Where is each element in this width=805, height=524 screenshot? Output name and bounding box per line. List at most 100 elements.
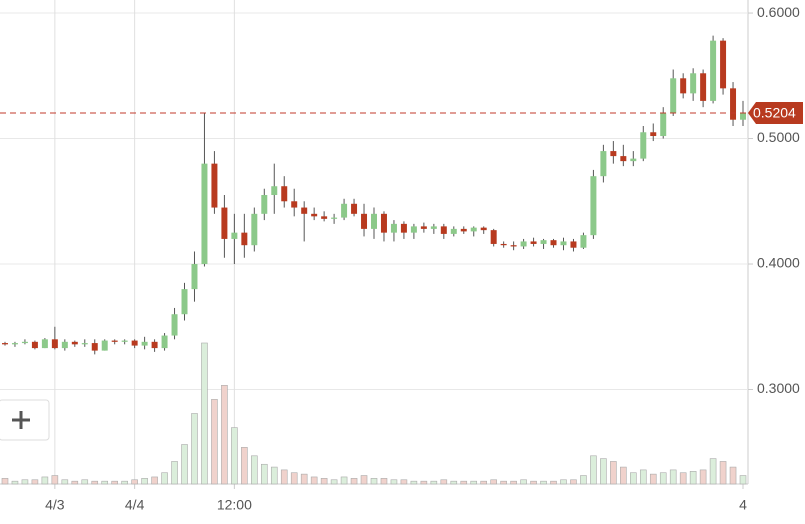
candle-body [271, 186, 278, 196]
candles [1, 35, 747, 355]
candle-body [710, 40, 717, 101]
candle-body [540, 240, 547, 244]
y-tick-label: 0.5000 [757, 129, 800, 145]
candle-body [530, 241, 537, 244]
volume-bar [270, 466, 278, 485]
candle-body [420, 226, 427, 229]
volume-bar [659, 472, 667, 485]
candle-body [600, 151, 607, 177]
volume-bar [590, 455, 597, 485]
candle-body [1, 343, 8, 345]
volume-bar [420, 480, 428, 485]
volume-bar [211, 399, 218, 485]
candle-body [380, 213, 387, 233]
x-tick-label: 4/4 [125, 497, 145, 513]
volume-bar [530, 480, 537, 485]
candle-body [660, 113, 667, 137]
volume-bar [440, 479, 448, 485]
candle-body [51, 339, 58, 349]
candle-body [400, 223, 407, 233]
candle-body [361, 213, 368, 229]
volume-bar [370, 478, 378, 485]
candle-body [301, 207, 308, 214]
candle-body [81, 343, 88, 345]
candle-body [620, 156, 627, 162]
candle-body [41, 339, 48, 349]
volume-bar [520, 479, 527, 485]
candle-body [440, 226, 447, 234]
volume-bar [350, 478, 358, 485]
candle-body [281, 186, 288, 202]
last-price-label: 0.5204 [753, 105, 796, 121]
volume-bar [201, 342, 208, 485]
y-tick-label: 0.4000 [757, 255, 800, 271]
volume-bar [31, 479, 39, 485]
zoom-button[interactable] [0, 399, 50, 441]
volume-bar [141, 478, 148, 485]
candle-body [241, 232, 248, 246]
volume-bar [669, 469, 677, 485]
volume-bar [679, 472, 687, 485]
candle-body [460, 228, 467, 232]
candle-body [31, 341, 38, 349]
volume-bar [490, 479, 497, 485]
candle-body [410, 226, 417, 233]
volume-bar [580, 475, 587, 485]
candle-body [221, 207, 228, 239]
candle-body [331, 217, 338, 219]
volume-bar [161, 472, 168, 485]
candle-body [261, 195, 268, 214]
volume-bar [430, 480, 438, 485]
volume-bar [550, 480, 557, 485]
candle-body [650, 132, 657, 137]
candle-body [510, 245, 517, 247]
candle-body [450, 228, 457, 234]
volume-bar [460, 480, 468, 485]
volume-bar [380, 478, 388, 485]
candle-body [71, 341, 78, 345]
volume-bar [689, 471, 697, 485]
volume-bar [320, 478, 328, 485]
candle-body [550, 240, 557, 246]
candle-body [121, 340, 128, 342]
candle-body [570, 241, 577, 248]
volume-bar [41, 476, 49, 485]
candle-body [191, 264, 198, 290]
volume-bar [600, 458, 607, 485]
candle-body [351, 203, 358, 214]
candle-body [11, 343, 18, 345]
volume-bar [699, 469, 707, 485]
volume-bar [639, 469, 647, 485]
y-tick-label: 0.6000 [757, 4, 800, 20]
volume-bar [91, 480, 99, 485]
volume-bar [390, 479, 398, 485]
volume-bar [231, 427, 238, 485]
candle-body [480, 227, 487, 231]
candle-body [171, 314, 178, 336]
volume-bar [510, 480, 517, 485]
candle-body [21, 341, 28, 344]
volume-bar [21, 479, 29, 485]
volume-bar [480, 480, 487, 485]
volume-bar [560, 479, 567, 485]
candle-body [430, 226, 437, 229]
volume-bar [610, 461, 617, 485]
volume-bar [261, 463, 268, 485]
candle-body [720, 40, 727, 89]
candle-body [640, 132, 647, 159]
candle-body [670, 78, 677, 114]
candle-body [101, 340, 108, 351]
candle-body [371, 213, 377, 229]
candle-body [630, 158, 637, 162]
plus-icon [12, 411, 30, 429]
volume-bar [1, 478, 9, 485]
volume-bar [500, 480, 507, 485]
volume-bar [310, 476, 318, 485]
volume-bar [340, 476, 348, 485]
candle-body [341, 203, 348, 218]
candle-body [201, 163, 208, 265]
volume-bar [280, 469, 288, 485]
volume-bar [51, 475, 59, 485]
candle-body [291, 201, 298, 208]
